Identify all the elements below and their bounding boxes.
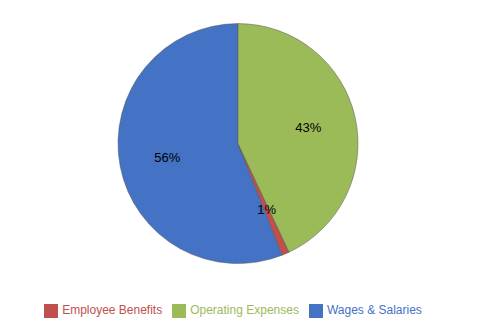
html-text:Employee Benefits: Employee Benefits [62, 303, 163, 318]
html-text:Operating Expenses: Operating Expenses [190, 303, 299, 318]
svg-text:43%: 43% [295, 120, 321, 135]
html-text:Wages & Salaries: Wages & Salaries [326, 303, 422, 318]
svg-text:56%: 56% [154, 150, 180, 165]
svg-text:1%: 1% [257, 202, 276, 217]
